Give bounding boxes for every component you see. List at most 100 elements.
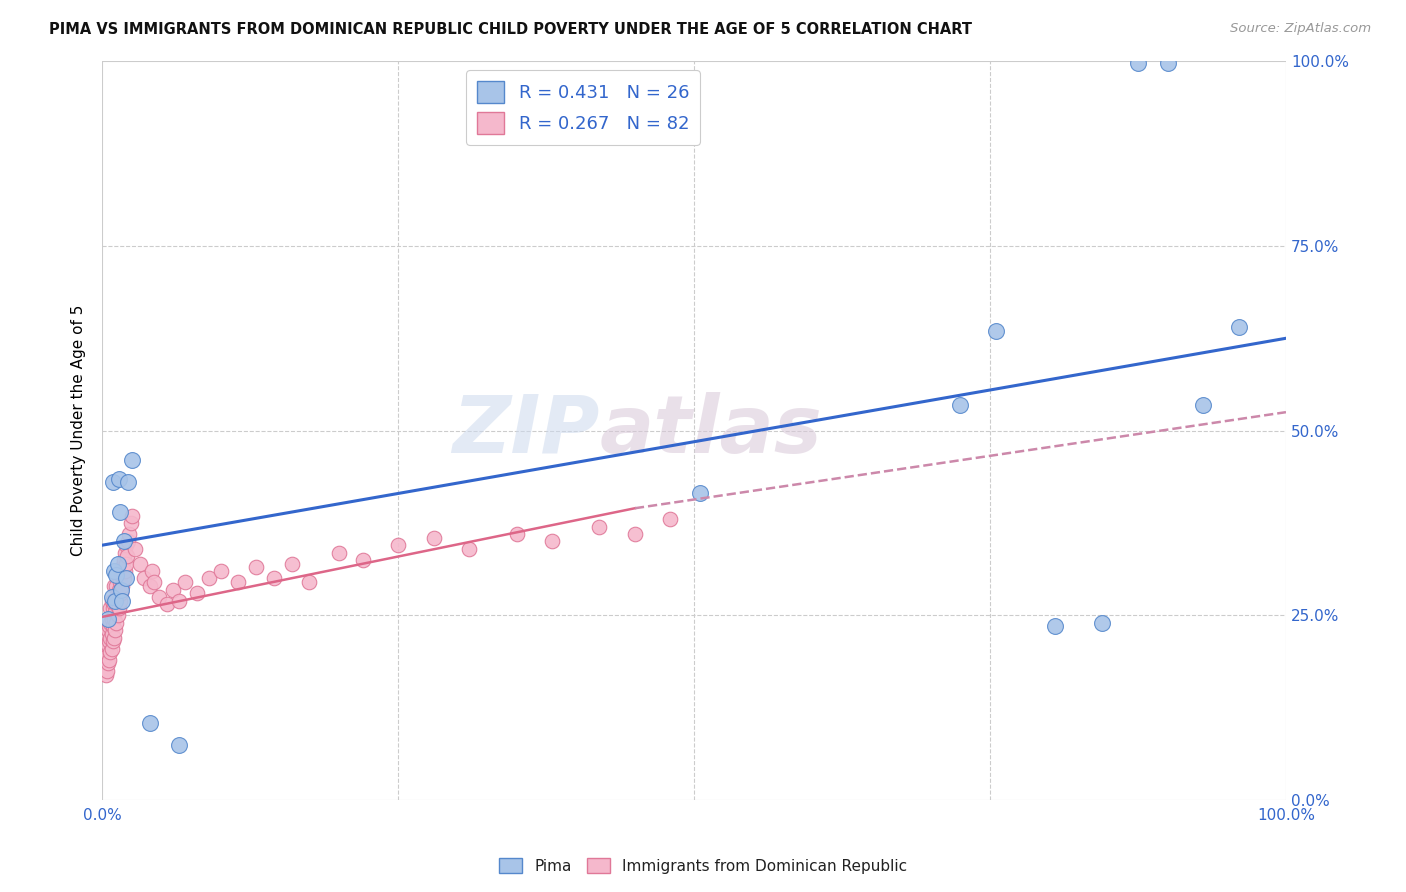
Point [110, 567, 132, 582]
Point [100, 615, 122, 630]
Point [505, 527, 527, 541]
Point [228, 575, 250, 590]
Point [107, 582, 129, 597]
Point [458, 541, 481, 556]
Point [115, 571, 138, 585]
Point [197, 571, 219, 585]
Text: Source: ZipAtlas.com: Source: ZipAtlas.com [1230, 22, 1371, 36]
Point [138, 715, 160, 730]
Point [167, 593, 190, 607]
Point [98, 634, 121, 648]
Point [108, 593, 131, 607]
Point [101, 619, 124, 633]
Point [298, 575, 321, 590]
Point [101, 634, 124, 648]
Point [100, 601, 122, 615]
Point [111, 593, 134, 607]
Point [209, 564, 232, 578]
Point [167, 738, 190, 752]
Point [129, 557, 152, 571]
Legend: Pima, Immigrants from Dominican Republic: Pima, Immigrants from Dominican Republic [494, 852, 912, 880]
Point [110, 586, 132, 600]
Point [105, 597, 128, 611]
Text: ZIP: ZIP [451, 392, 599, 470]
Point [100, 612, 122, 626]
Point [112, 534, 135, 549]
Point [588, 519, 610, 533]
Point [117, 475, 139, 490]
Point [100, 641, 122, 656]
Point [121, 453, 143, 467]
Point [148, 590, 170, 604]
Point [115, 557, 138, 571]
Point [97, 657, 120, 671]
Point [422, 531, 444, 545]
Point [115, 549, 138, 564]
Point [93, 648, 115, 663]
Point [105, 579, 128, 593]
Y-axis label: Child Poverty Under the Age of 5: Child Poverty Under the Age of 5 [72, 305, 86, 557]
Point [103, 597, 125, 611]
Point [132, 571, 155, 585]
Point [174, 575, 197, 590]
Point [124, 541, 146, 556]
Point [100, 593, 122, 607]
Point [97, 638, 120, 652]
Point [328, 545, 350, 559]
Point [104, 605, 127, 619]
Point [1091, 615, 1114, 630]
Point [117, 534, 139, 549]
Point [107, 472, 129, 486]
Point [100, 631, 122, 645]
Point [107, 608, 129, 623]
Point [263, 571, 285, 585]
Point [100, 590, 122, 604]
Point [143, 575, 166, 590]
Point [280, 557, 302, 571]
Point [98, 653, 121, 667]
Point [110, 582, 132, 597]
Point [94, 667, 117, 681]
Point [101, 601, 124, 615]
Point [138, 579, 160, 593]
Text: PIMA VS IMMIGRANTS FROM DOMINICAN REPUBLIC CHILD POVERTY UNDER THE AGE OF 5 CORR: PIMA VS IMMIGRANTS FROM DOMINICAN REPUBL… [49, 22, 972, 37]
Point [115, 538, 138, 552]
Point [387, 538, 409, 552]
Point [689, 486, 711, 500]
Point [162, 582, 184, 597]
Point [97, 623, 120, 637]
Point [101, 475, 124, 490]
Point [1192, 398, 1215, 412]
Point [105, 567, 128, 582]
Point [352, 553, 374, 567]
Point [118, 527, 141, 541]
Point [156, 597, 179, 611]
Point [100, 627, 122, 641]
Point [108, 575, 131, 590]
Point [111, 579, 134, 593]
Point [107, 590, 129, 604]
Point [112, 571, 135, 585]
Point [108, 505, 131, 519]
Point [96, 664, 118, 678]
Point [245, 560, 267, 574]
Point [120, 516, 142, 530]
Point [541, 534, 564, 549]
Legend: R = 0.431   N = 26, R = 0.267   N = 82: R = 0.431 N = 26, R = 0.267 N = 82 [467, 70, 700, 145]
Point [94, 645, 117, 659]
Point [1126, 55, 1149, 70]
Point [107, 557, 129, 571]
Point [107, 601, 129, 615]
Point [1156, 55, 1178, 70]
Point [141, 564, 163, 578]
Point [112, 553, 135, 567]
Point [103, 579, 125, 593]
Point [114, 564, 136, 578]
Point [111, 560, 134, 574]
Point [104, 593, 127, 607]
Point [984, 324, 1007, 338]
Point [97, 612, 120, 626]
Point [100, 645, 122, 659]
Point [96, 631, 118, 645]
Point [1227, 320, 1250, 334]
